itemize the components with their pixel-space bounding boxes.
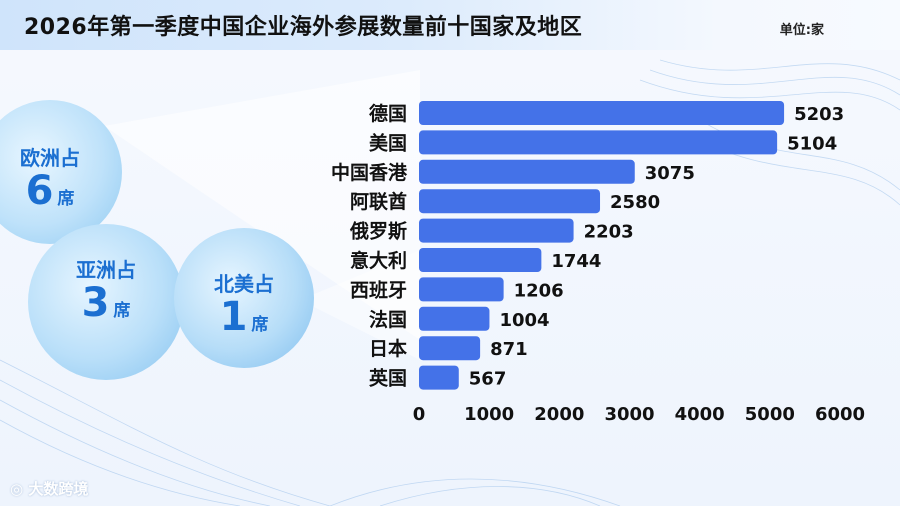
bar-6: [419, 277, 504, 302]
value-label-5: 1744: [551, 251, 601, 272]
value-label-1: 5104: [787, 133, 837, 154]
category-label-6: 西班牙: [350, 278, 407, 301]
value-label-8: 871: [490, 339, 528, 360]
value-label-7: 1004: [499, 310, 549, 331]
bar-7: [419, 306, 490, 331]
category-label-7: 法国: [369, 308, 407, 331]
value-label-2: 3075: [645, 163, 695, 184]
asia-label: 亚洲占: [76, 258, 136, 282]
value-label-3: 2580: [610, 192, 660, 213]
value-label-4: 2203: [584, 222, 634, 243]
x-tick-label-0: 0: [413, 404, 426, 425]
bar-9: [419, 365, 459, 390]
north-america-label: 北美占: [214, 272, 274, 296]
bar-0: [419, 101, 785, 125]
x-tick-label-3: 3000: [604, 404, 654, 425]
value-label-0: 5203: [794, 104, 844, 125]
category-label-4: 俄罗斯: [349, 220, 407, 243]
north-america-count: 1: [219, 294, 248, 340]
bar-2: [419, 159, 635, 184]
europe-seat-suffix: 席: [57, 189, 75, 209]
value-label-6: 1206: [514, 280, 564, 301]
brand-logo: ◎ 大数跨境: [10, 478, 88, 499]
bar-8: [419, 336, 481, 361]
kk-logo-icon: ◎: [10, 480, 24, 498]
europe-count: 6: [25, 168, 54, 214]
bar-4: [419, 218, 574, 243]
category-label-8: 日本: [369, 337, 407, 360]
x-tick-label-6: 6000: [815, 404, 865, 425]
bar-1: [419, 130, 778, 155]
europe-label: 欧洲占: [20, 146, 80, 170]
category-label-0: 德国: [369, 102, 407, 125]
category-label-3: 阿联酋: [350, 190, 407, 213]
x-tick-label-1: 1000: [464, 404, 514, 425]
value-label-9: 567: [469, 369, 507, 390]
category-label-2: 中国香港: [331, 161, 408, 184]
asia-count: 3: [81, 280, 110, 326]
category-label-1: 美国: [369, 131, 407, 154]
north-america-seat-suffix: 席: [251, 315, 269, 335]
bar-3: [419, 189, 601, 214]
unit-label: 单位:家: [779, 23, 824, 38]
category-label-9: 英国: [369, 367, 407, 390]
x-tick-label-5: 5000: [745, 404, 795, 425]
title-banner: [0, 0, 900, 50]
brand-text: 大数跨境: [28, 480, 89, 498]
bar-5: [419, 248, 542, 272]
category-label-5: 意大利: [350, 249, 407, 272]
page-title: 2026年第一季度中国企业海外参展数量前十国家及地区: [24, 15, 583, 40]
x-tick-label-4: 4000: [675, 404, 725, 425]
asia-seat-suffix: 席: [113, 301, 131, 321]
x-tick-label-2: 2000: [534, 404, 584, 425]
